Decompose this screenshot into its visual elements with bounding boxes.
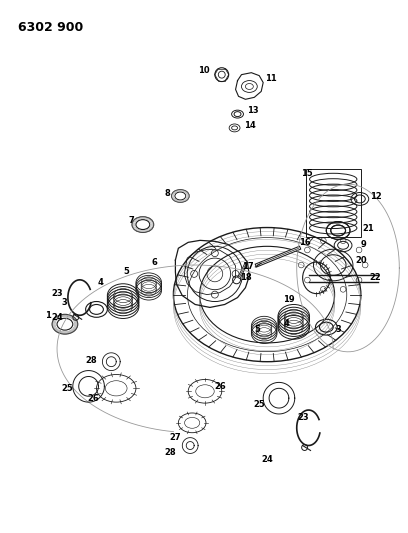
Text: 18: 18 bbox=[239, 273, 251, 282]
Text: 26: 26 bbox=[88, 394, 100, 403]
Text: 27: 27 bbox=[170, 433, 181, 442]
Text: 14: 14 bbox=[244, 122, 256, 131]
Text: 13: 13 bbox=[248, 106, 259, 115]
Text: 12: 12 bbox=[370, 192, 381, 201]
Text: 7: 7 bbox=[128, 216, 134, 225]
Text: 6: 6 bbox=[152, 257, 157, 266]
Text: 16: 16 bbox=[299, 238, 310, 247]
Text: 8: 8 bbox=[165, 189, 171, 198]
Text: 11: 11 bbox=[265, 74, 277, 83]
Text: 24: 24 bbox=[261, 455, 273, 464]
Text: 23: 23 bbox=[298, 414, 309, 423]
Text: 20: 20 bbox=[355, 256, 367, 264]
Text: 17: 17 bbox=[242, 262, 253, 271]
Text: 10: 10 bbox=[198, 66, 210, 75]
Text: 1: 1 bbox=[45, 311, 51, 320]
Text: 5: 5 bbox=[123, 268, 129, 277]
Text: 9: 9 bbox=[361, 240, 367, 249]
Text: 15: 15 bbox=[301, 169, 313, 178]
Text: 5: 5 bbox=[254, 325, 260, 334]
Text: 24: 24 bbox=[51, 313, 63, 322]
Text: 3: 3 bbox=[61, 298, 67, 307]
Text: 25: 25 bbox=[61, 384, 73, 393]
Text: 19: 19 bbox=[283, 295, 295, 304]
Text: 23: 23 bbox=[51, 289, 63, 298]
Text: 25: 25 bbox=[253, 400, 265, 409]
Text: 6302 900: 6302 900 bbox=[18, 21, 83, 35]
Text: 26: 26 bbox=[214, 382, 226, 391]
Text: 4: 4 bbox=[284, 319, 290, 328]
Text: 4: 4 bbox=[98, 278, 103, 287]
Text: 22: 22 bbox=[370, 273, 381, 282]
Text: 3: 3 bbox=[335, 325, 341, 334]
Text: 28: 28 bbox=[86, 356, 98, 365]
Text: 21: 21 bbox=[363, 224, 375, 233]
Text: 28: 28 bbox=[165, 448, 176, 457]
